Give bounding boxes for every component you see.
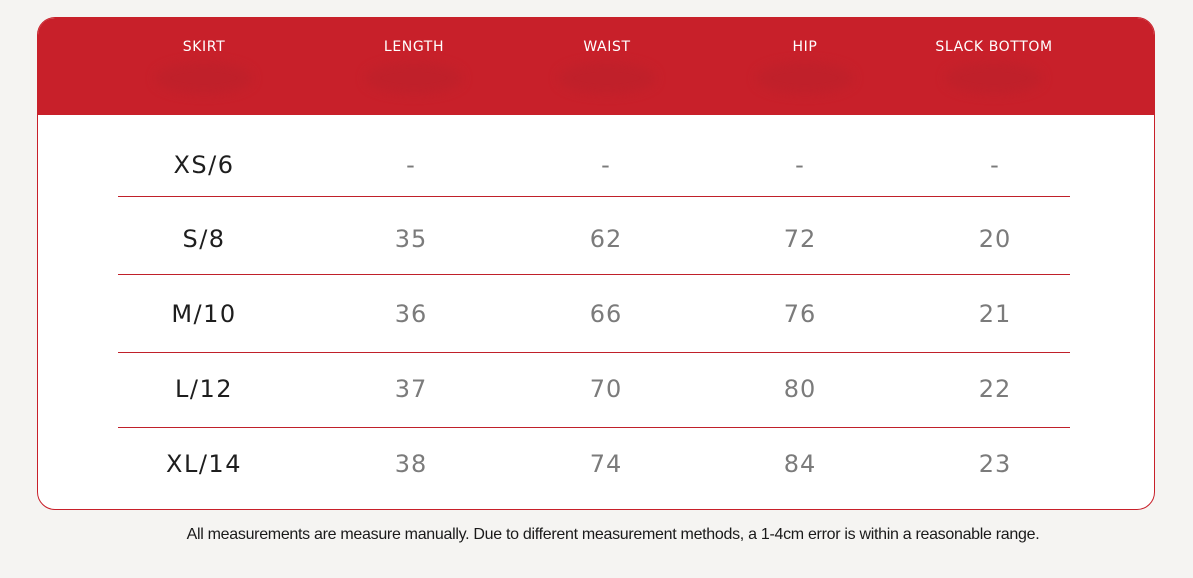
slack-bottom-value: - bbox=[990, 151, 1000, 179]
length-value: 36 bbox=[394, 300, 428, 328]
waist-value: 62 bbox=[589, 225, 623, 253]
size-chart-card: SKIRT LENGTH WAIST HIP SLACK BOTTOM XS/6… bbox=[37, 17, 1155, 510]
header-length: LENGTH bbox=[383, 39, 445, 55]
row-divider bbox=[118, 274, 1070, 275]
size-label: L/12 bbox=[175, 375, 233, 403]
row-divider bbox=[118, 427, 1070, 428]
row-divider bbox=[118, 352, 1070, 353]
hip-value: 84 bbox=[783, 450, 817, 478]
blurred-subheader bbox=[366, 62, 462, 94]
slack-bottom-value: 23 bbox=[978, 450, 1012, 478]
length-value: - bbox=[406, 151, 416, 179]
measurement-footnote: All measurements are measure manually. D… bbox=[186, 526, 1040, 543]
header-hip: HIP bbox=[792, 39, 818, 55]
blurred-subheader bbox=[757, 62, 853, 94]
size-label: XS/6 bbox=[173, 151, 235, 179]
size-label: S/8 bbox=[182, 225, 226, 253]
slack-bottom-value: 21 bbox=[978, 300, 1012, 328]
blurred-subheader bbox=[156, 62, 252, 94]
table-row: XL/14 38 74 84 23 bbox=[38, 444, 1154, 484]
blurred-subheader bbox=[946, 62, 1042, 94]
header-slack-bottom: SLACK BOTTOM bbox=[935, 39, 1053, 55]
waist-value: 70 bbox=[589, 375, 623, 403]
header-waist: WAIST bbox=[583, 39, 631, 55]
hip-value: - bbox=[795, 151, 805, 179]
row-divider bbox=[118, 196, 1070, 197]
waist-value: 66 bbox=[589, 300, 623, 328]
table-row: S/8 35 62 72 20 bbox=[38, 219, 1154, 259]
hip-value: 72 bbox=[783, 225, 817, 253]
hip-value: 80 bbox=[783, 375, 817, 403]
table-row: L/12 37 70 80 22 bbox=[38, 369, 1154, 409]
size-label: XL/14 bbox=[166, 450, 242, 478]
slack-bottom-value: 20 bbox=[978, 225, 1012, 253]
table-row: XS/6 - - - - bbox=[38, 145, 1154, 185]
table-row: M/10 36 66 76 21 bbox=[38, 294, 1154, 334]
length-value: 37 bbox=[394, 375, 428, 403]
length-value: 35 bbox=[394, 225, 428, 253]
hip-value: 76 bbox=[783, 300, 817, 328]
waist-value: - bbox=[601, 151, 611, 179]
size-label: M/10 bbox=[171, 300, 237, 328]
header-skirt: SKIRT bbox=[182, 39, 226, 55]
length-value: 38 bbox=[394, 450, 428, 478]
waist-value: 74 bbox=[589, 450, 623, 478]
blurred-subheader bbox=[559, 62, 655, 94]
table-header: SKIRT LENGTH WAIST HIP SLACK BOTTOM bbox=[38, 18, 1154, 115]
slack-bottom-value: 22 bbox=[978, 375, 1012, 403]
